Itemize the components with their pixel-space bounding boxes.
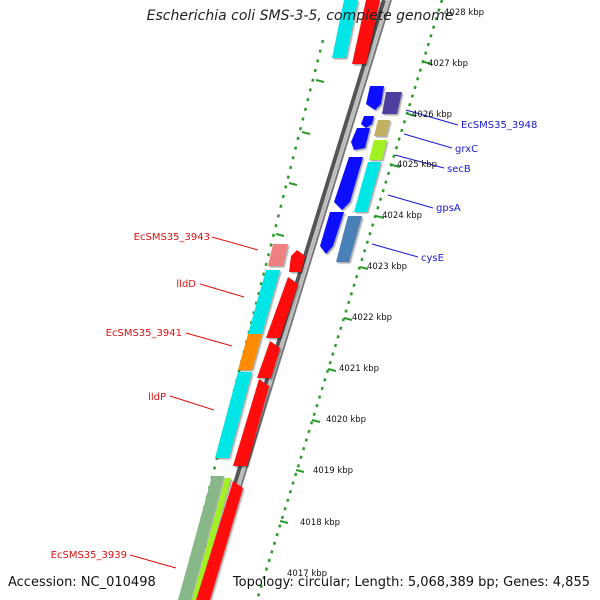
kbp-label: 4017 kbp bbox=[287, 569, 327, 579]
gene-label: grxC bbox=[455, 144, 478, 155]
gene-ecsms35-3943 bbox=[268, 244, 288, 266]
gene-grxc bbox=[361, 116, 374, 128]
gene-lldp bbox=[215, 372, 252, 458]
gene-label: EcSMS35_3939 bbox=[51, 550, 127, 561]
gene-lldp-arrow bbox=[233, 379, 269, 466]
gene-grxc-b bbox=[374, 120, 390, 136]
kbp-label: 4026 kbp bbox=[412, 110, 452, 120]
forward-genes bbox=[320, 86, 402, 262]
kbp-label: 4021 kbp bbox=[339, 364, 379, 374]
label-leaders-left bbox=[129, 236, 259, 569]
gene-ecsms35-3941-arrow bbox=[257, 341, 280, 378]
reverse-genes bbox=[178, 244, 305, 600]
gene-cyse-b bbox=[336, 216, 362, 262]
kbp-label: 4018 kbp bbox=[300, 518, 340, 528]
gene-labels-right: EcSMS35_3948 grxC secB gpsA cysE bbox=[421, 120, 537, 264]
ruler-outer bbox=[255, 0, 444, 600]
gene-label: gpsA bbox=[436, 203, 461, 214]
gene-label: cysE bbox=[421, 253, 444, 264]
kbp-label: 4024 kbp bbox=[382, 211, 422, 221]
kbp-label: 4028 kbp bbox=[444, 8, 484, 18]
gene-cyse bbox=[320, 212, 344, 254]
kbp-label: 4022 kbp bbox=[352, 313, 392, 323]
gene-ecsms35-3939 bbox=[178, 476, 224, 600]
kbp-tick-labels: 4017 kbp 4018 kbp 4019 kbp 4020 kbp 4021… bbox=[287, 8, 484, 579]
gene-ecsms35-3941 bbox=[238, 334, 262, 370]
gene-secb bbox=[351, 128, 370, 150]
gene-ecsms35-3939-arrow bbox=[196, 481, 243, 600]
gene-lldd bbox=[248, 270, 280, 334]
kbp-label: 4023 kbp bbox=[367, 262, 407, 272]
kbp-label: 4020 kbp bbox=[326, 415, 366, 425]
gene-gpsa bbox=[334, 157, 363, 210]
gene-label: lldD bbox=[176, 279, 196, 290]
gene-top-red bbox=[352, 0, 380, 64]
genome-title: Escherichia coli SMS-3-5, complete genom… bbox=[146, 8, 454, 24]
kbp-label: 4025 kbp bbox=[397, 160, 437, 170]
gene-ecsms35-3943-arrow bbox=[289, 250, 305, 272]
gene-gpsa-b bbox=[354, 162, 381, 212]
gene-lldd-arrow bbox=[266, 277, 298, 338]
gene-label: EcSMS35_3941 bbox=[106, 328, 182, 339]
gene-label: EcSMS35_3948 bbox=[461, 120, 537, 131]
gene-labels-left: EcSMS35_3943 lldD EcSMS35_3941 lldP EcSM… bbox=[51, 232, 210, 561]
gene-ecsms35-3948 bbox=[366, 86, 384, 110]
gene-label: lldP bbox=[148, 392, 166, 403]
top-genes bbox=[332, 0, 380, 64]
gene-ecsms35-3948-b bbox=[382, 92, 402, 114]
gene-label: secB bbox=[447, 164, 471, 175]
kbp-label: 4027 kbp bbox=[428, 59, 468, 69]
gene-top-cyan bbox=[332, 0, 358, 58]
gene-ecsms35-3939-b bbox=[192, 478, 231, 600]
label-leaders-right bbox=[371, 109, 459, 258]
accession-text: Accession: NC_010498 bbox=[8, 575, 156, 590]
genome-summary-text: Topology: circular; Length: 5,068,389 bp… bbox=[232, 575, 590, 590]
gene-label: EcSMS35_3943 bbox=[134, 232, 210, 243]
gene-secb-b bbox=[369, 140, 387, 160]
kbp-label: 4019 kbp bbox=[313, 466, 353, 476]
